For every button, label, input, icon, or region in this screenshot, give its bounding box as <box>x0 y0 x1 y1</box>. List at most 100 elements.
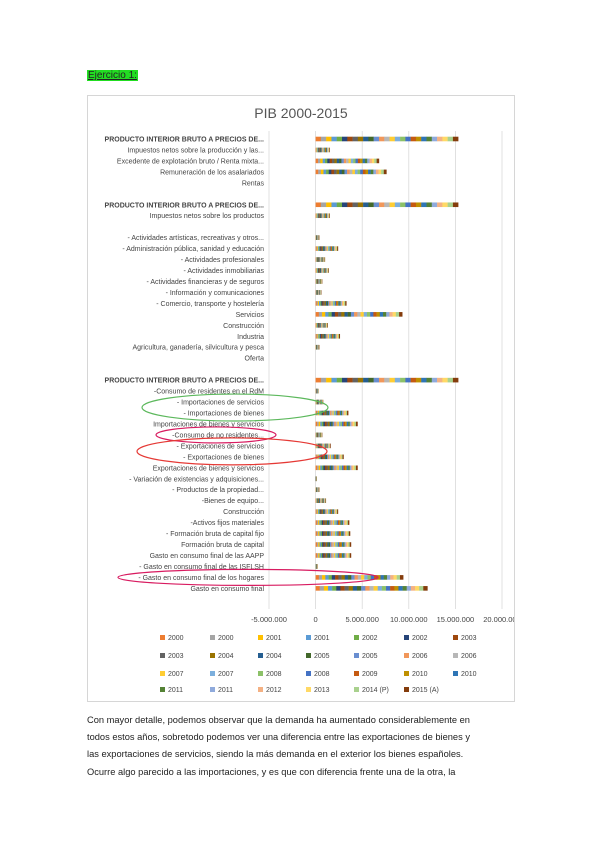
bar-segment <box>321 454 324 460</box>
bar-segment <box>344 586 349 591</box>
bar-segment <box>322 498 323 503</box>
bar-segment <box>315 421 318 427</box>
bar-segment <box>325 323 327 328</box>
bar-segment <box>340 454 342 460</box>
bar-segment <box>328 542 331 547</box>
legend-label: 2003 <box>461 635 477 642</box>
bar-segment <box>324 147 326 153</box>
bar-segment <box>323 421 326 427</box>
bar-segment <box>325 312 329 317</box>
bar-segment <box>326 454 329 460</box>
bar-segment <box>319 257 320 262</box>
bar-segment <box>331 575 336 580</box>
bar-segment <box>410 377 417 383</box>
bar-segment <box>323 213 325 219</box>
bar-segment <box>318 257 319 262</box>
bar-segment <box>320 158 323 164</box>
bar-segment <box>339 410 342 416</box>
bar-segment <box>331 301 333 306</box>
bar-segment <box>335 454 337 460</box>
bar-segment <box>319 147 320 153</box>
bar-segment <box>320 257 322 262</box>
bar-segment <box>342 421 344 427</box>
bar-segment <box>344 312 348 317</box>
legend-swatch <box>354 653 359 658</box>
bar-segment <box>368 202 374 208</box>
bar-segment <box>333 531 335 536</box>
legend-swatch <box>258 671 263 676</box>
bar-segment <box>315 553 318 558</box>
category-label: - Actividades artísticas, recreativas y … <box>127 235 264 242</box>
bar-segment <box>333 169 337 175</box>
chart-title: PIB 2000-2015 <box>254 105 348 121</box>
bar-segment <box>328 509 330 514</box>
bar-segment <box>335 509 337 514</box>
bar-segment <box>415 586 420 591</box>
bar-segment <box>351 421 354 427</box>
bar-segment <box>318 531 320 536</box>
bar-segment <box>315 465 318 471</box>
bar-segment <box>340 542 343 547</box>
bar-segment <box>315 586 320 591</box>
bar-segment <box>320 136 327 142</box>
bar-segment <box>320 520 323 525</box>
bar-segment <box>323 246 325 251</box>
legend-swatch <box>306 653 311 658</box>
bar-segment <box>386 575 391 580</box>
bar-segment <box>321 498 323 503</box>
bar-segment <box>353 158 356 164</box>
legend-label: 2012 <box>266 687 282 694</box>
bar-segment <box>345 465 347 471</box>
category-label: Impuestos netos sobre los productos <box>150 213 265 220</box>
legend-label: 2015 (A) <box>412 687 439 694</box>
bar-segment <box>319 257 321 262</box>
bar-segment <box>347 202 353 208</box>
bar-segment <box>323 498 324 503</box>
bar-segment <box>394 377 401 383</box>
bar-segment <box>357 312 361 317</box>
bar-segment <box>336 531 338 536</box>
bar-segment <box>343 553 345 558</box>
bar-segment <box>322 575 326 580</box>
bar-segment <box>340 465 343 471</box>
bar-segment <box>340 410 343 416</box>
bar-segment <box>321 443 322 449</box>
bar-segment <box>343 542 345 547</box>
bar-segment <box>320 553 323 558</box>
bar-segment <box>320 246 322 251</box>
bar-segment <box>328 443 330 449</box>
bar-segment <box>340 520 342 525</box>
bar-segment <box>339 520 341 525</box>
bar-segment <box>334 520 336 525</box>
bar-segment <box>368 377 374 383</box>
bar-segment <box>318 312 323 317</box>
bar-segment <box>337 553 340 558</box>
bar-segment <box>389 312 393 317</box>
bar-segment <box>336 301 338 306</box>
bar-segment <box>315 169 319 175</box>
bar-segment <box>319 213 320 219</box>
bar-segment <box>415 136 422 142</box>
bar-segment <box>318 553 320 558</box>
bar-segment <box>325 333 327 339</box>
bar-segment <box>335 465 338 471</box>
bar-segment <box>338 333 341 339</box>
annotation-ellipse <box>141 393 329 422</box>
bar-segment <box>331 509 333 514</box>
bar-segment <box>318 268 319 273</box>
legend-label: 2006 <box>412 653 428 660</box>
bar-segment <box>378 377 385 383</box>
legend-label: 2001 <box>266 635 282 642</box>
bar-segment <box>363 136 369 142</box>
bar-segment <box>333 553 336 558</box>
bar-segment <box>315 147 317 153</box>
bar-segment <box>328 531 330 536</box>
bar-segment <box>389 136 396 142</box>
bar-segment <box>442 377 448 383</box>
bar-segment <box>318 575 323 580</box>
bar-segment <box>325 323 326 328</box>
bar-segment <box>324 257 326 262</box>
bar-segment <box>315 575 320 580</box>
bar-segment <box>390 586 395 591</box>
bar-segment <box>322 443 323 449</box>
